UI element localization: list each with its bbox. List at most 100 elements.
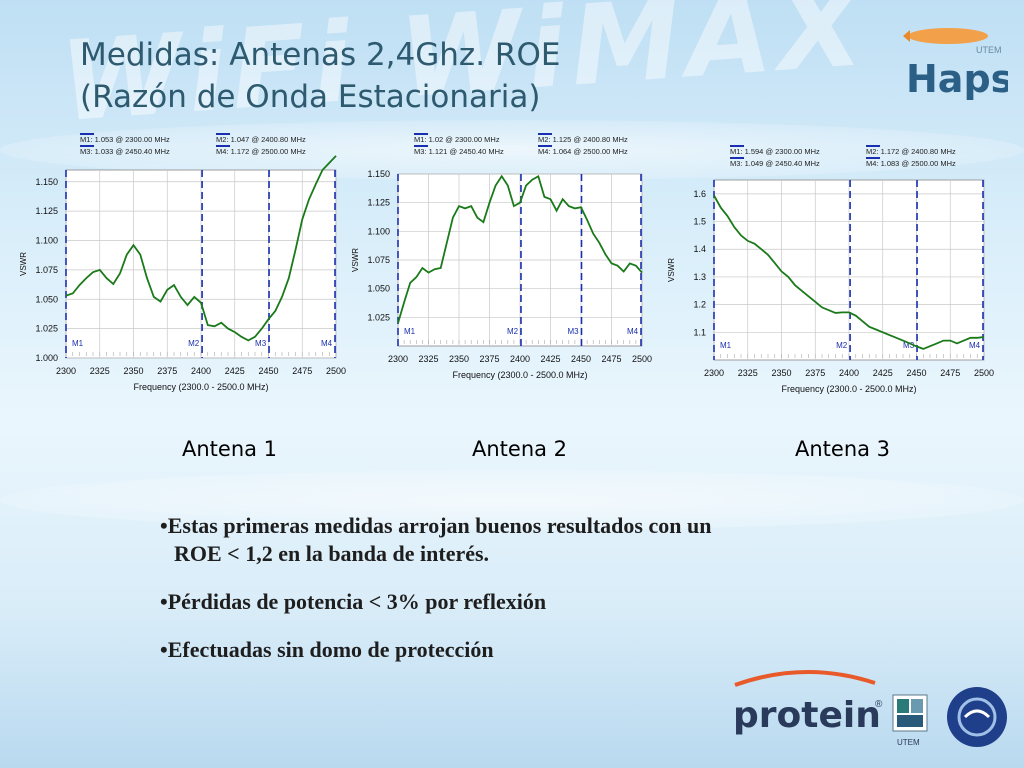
series-line [397,174,643,324]
slide-title: Medidas: Antenas 2,4Ghz. ROE (Razón de O… [80,34,640,118]
bullet-list: •Estas primeras medidas arrojan buenos r… [160,512,711,664]
y-axis-label: VSWR [351,248,360,272]
y-tick-label: 1.000 [35,353,58,363]
x-tick-label: 2350 [771,368,791,378]
x-tick-label: 2325 [738,368,758,378]
svg-text:Haps: Haps [906,57,1008,101]
y-tick-label: 1.100 [367,226,390,236]
x-tick-label: 2350 [449,354,469,364]
y-tick-label: 1.125 [35,206,58,216]
x-tick-label: 2425 [225,366,245,376]
series-line [65,155,337,342]
x-tick-label: 2450 [258,366,278,376]
marker-label: M2 [188,339,200,348]
y-tick-label: 1.125 [367,198,390,208]
x-tick-label: 2375 [157,366,177,376]
x-tick-label: 2475 [292,366,312,376]
y-tick-label: 1.050 [35,294,58,304]
x-tick-label: 2500 [974,368,994,378]
marker-label: M2 [836,341,848,350]
bullet-3: •Efectuadas sin domo de protección [160,637,494,662]
title-line-2: (Razón de Onda Estacionaria) [80,79,541,115]
series-line [713,195,985,350]
chart-svg: M1: 1.594 @ 2300.00 MHz M3: 1.049 @ 2450.… [667,145,994,394]
marker-label: M2 [507,327,519,336]
y-tick-label: 1.2 [693,300,706,310]
x-tick-label: 2325 [418,354,438,364]
marker-label: M1 [72,339,84,348]
x-tick-label: 2325 [90,366,110,376]
title-line-1: Medidas: Antenas 2,4Ghz. ROE [80,37,561,73]
x-tick-label: 2375 [805,368,825,378]
marker-readout: M2: 1.125 @ 2400.80 MHz [538,135,628,144]
svg-text:UTEM: UTEM [976,45,1002,55]
bullet-2: •Pérdidas de potencia < 3% por reflexión [160,589,547,614]
marker-label: M3 [255,339,267,348]
x-tick-label: 2425 [873,368,893,378]
svg-text:®: ® [875,699,883,710]
x-tick-label: 2350 [123,366,143,376]
y-tick-label: 1.075 [367,255,390,265]
marker-readout: M2: 1.047 @ 2400.80 MHz [216,135,306,144]
footer-logos: protein ® UTEM [725,665,1015,760]
x-tick-label: 2300 [388,354,408,364]
x-tick-label: 2300 [704,368,724,378]
x-axis-label: Frequency (2300.0 - 2500.0 MHz) [452,370,587,380]
chart-antena-1: M1: 1.053 @ 2300.00 MHz M3: 1.033 @ 2450.… [8,128,354,398]
background-wave [0,470,1024,530]
y-tick-label: 1.5 [693,217,706,227]
marker-readout: M4: 1.083 @ 2500.00 MHz [866,159,956,168]
y-tick-label: 1.6 [693,189,706,199]
y-tick-label: 1.025 [35,324,58,334]
y-tick-label: 1.1 [693,327,706,337]
marker-readout: M3: 1.033 @ 2450.40 MHz [80,147,170,156]
marker-readout: M1: 1.02 @ 2300.00 MHz [414,135,500,144]
antenna-label-1: Antena 1 [182,437,278,461]
x-axis-label: Frequency (2300.0 - 2500.0 MHz) [133,382,268,392]
x-tick-label: 2400 [510,354,530,364]
x-tick-label: 2375 [479,354,499,364]
y-tick-label: 1.150 [35,177,58,187]
marker-label: M4 [969,341,981,350]
x-tick-label: 2450 [906,368,926,378]
y-tick-label: 1.075 [35,265,58,275]
chart-svg: M1: 1.02 @ 2300.00 MHz M3: 1.121 @ 2450.4… [351,133,652,380]
x-tick-label: 2475 [940,368,960,378]
y-axis-label: VSWR [667,258,676,282]
marker-label: M4 [321,339,333,348]
marker-label: M3 [903,341,915,350]
marker-readout: M3: 1.121 @ 2450.40 MHz [414,147,504,156]
marker-readout: M3: 1.049 @ 2450.40 MHz [730,159,820,168]
marker-readout: M1: 1.594 @ 2300.00 MHz [730,147,820,156]
bullet-1: •Estas primeras medidas arrojan buenos r… [160,513,712,538]
y-tick-label: 1.100 [35,236,58,246]
x-tick-label: 2400 [839,368,859,378]
marker-label: M1 [404,327,416,336]
marker-readout: M4: 1.172 @ 2500.00 MHz [216,147,306,156]
haps-logo: UTEM Haps [898,20,1013,104]
y-tick-label: 1.050 [367,284,390,294]
x-tick-label: 2400 [191,366,211,376]
x-tick-label: 2500 [326,366,346,376]
y-axis-label: VSWR [19,252,28,276]
chart-antena-2: M1: 1.02 @ 2300.00 MHz M3: 1.121 @ 2450.4… [351,128,664,418]
x-tick-label: 2500 [632,354,652,364]
marker-readout: M1: 1.053 @ 2300.00 MHz [80,135,170,144]
y-tick-label: 1.025 [367,312,390,322]
x-tick-label: 2425 [540,354,560,364]
y-tick-label: 1.4 [693,244,706,254]
x-axis-label: Frequency (2300.0 - 2500.0 MHz) [781,384,916,394]
chart-svg: M1: 1.053 @ 2300.00 MHz M3: 1.033 @ 2450.… [19,133,346,392]
x-tick-label: 2475 [601,354,621,364]
marker-label: M1 [720,341,732,350]
svg-text:UTEM: UTEM [897,738,920,747]
bullet-1-continued: ROE < 1,2 en la banda de interés. [174,541,490,566]
y-tick-label: 1.3 [693,272,706,282]
marker-readout: M4: 1.064 @ 2500.00 MHz [538,147,628,156]
chart-antena-3: M1: 1.594 @ 2300.00 MHz M3: 1.049 @ 2450.… [667,140,998,410]
marker-readout: M2: 1.172 @ 2400.80 MHz [866,147,956,156]
y-tick-label: 1.150 [367,169,390,179]
marker-label: M4 [627,327,639,336]
x-tick-label: 2450 [571,354,591,364]
marker-label: M3 [567,327,579,336]
